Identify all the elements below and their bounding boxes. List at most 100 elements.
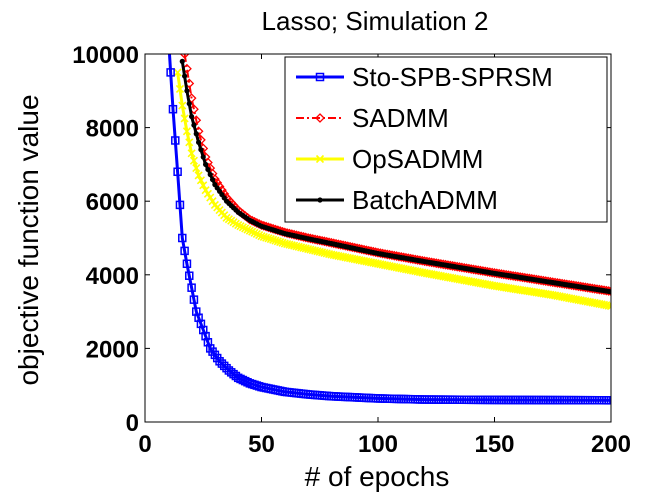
data-point bbox=[178, 101, 187, 110]
data-point bbox=[262, 233, 271, 242]
data-point bbox=[206, 193, 215, 202]
data-point bbox=[185, 138, 194, 147]
data-point bbox=[182, 73, 188, 79]
x-tick-label: 50 bbox=[248, 431, 275, 458]
data-point bbox=[199, 181, 208, 190]
data-point bbox=[604, 301, 611, 310]
x-axis-label: # of epochs bbox=[305, 461, 450, 492]
data-point bbox=[194, 313, 203, 322]
data-point bbox=[187, 283, 196, 292]
chart-title: Lasso; Simulation 2 bbox=[262, 6, 489, 36]
data-point bbox=[173, 68, 182, 77]
data-point bbox=[194, 171, 203, 180]
data-point bbox=[179, 54, 190, 59]
data-point bbox=[182, 127, 192, 136]
data-point bbox=[189, 295, 199, 304]
data-point bbox=[166, 68, 175, 77]
data-point bbox=[189, 156, 198, 165]
data-point bbox=[606, 302, 611, 311]
data-point bbox=[234, 221, 243, 230]
legend-marker bbox=[317, 197, 323, 203]
x-tick-label: 0 bbox=[138, 431, 151, 458]
data-point bbox=[245, 226, 254, 235]
data-point bbox=[193, 131, 199, 137]
series-opsadmm bbox=[173, 68, 611, 311]
plot-area-frame bbox=[144, 53, 612, 423]
data-point bbox=[192, 307, 201, 316]
legend-entry: Sto-SPB-SPRSM bbox=[296, 62, 553, 92]
data-point bbox=[248, 227, 257, 236]
y-axis-label: objective function value bbox=[13, 94, 44, 385]
x-tick-label: 100 bbox=[358, 431, 398, 458]
data-point bbox=[178, 233, 187, 243]
data-point bbox=[243, 225, 252, 234]
data-point bbox=[215, 357, 224, 366]
data-point bbox=[201, 331, 210, 341]
data-point bbox=[173, 167, 182, 177]
data-point bbox=[207, 171, 213, 178]
data-point bbox=[219, 361, 229, 371]
data-point bbox=[196, 319, 206, 329]
data-point bbox=[199, 325, 208, 335]
data-point bbox=[217, 359, 227, 368]
y-tick-label: 0 bbox=[126, 410, 139, 437]
data-point bbox=[186, 101, 192, 107]
data-point bbox=[200, 154, 206, 160]
data-point bbox=[198, 147, 204, 153]
legend-box bbox=[284, 56, 608, 223]
data-point bbox=[184, 88, 190, 94]
data-point bbox=[179, 58, 185, 64]
legend-entry: OpSADMM bbox=[296, 144, 483, 174]
data-point bbox=[266, 235, 275, 244]
data-point bbox=[255, 230, 264, 240]
y-tick-label: 10000 bbox=[72, 42, 139, 69]
data-point bbox=[238, 223, 247, 232]
data-point bbox=[203, 189, 212, 198]
data-point bbox=[171, 136, 180, 145]
data-point bbox=[205, 166, 211, 173]
data-point bbox=[208, 197, 217, 206]
y-tick-label: 8000 bbox=[86, 116, 139, 143]
data-point bbox=[269, 235, 278, 244]
data-point bbox=[182, 259, 192, 269]
data-point bbox=[185, 271, 194, 280]
y-tick-label: 2000 bbox=[86, 336, 139, 363]
legend-entry: SADMM bbox=[296, 103, 449, 133]
data-point bbox=[264, 234, 273, 243]
data-point bbox=[175, 200, 185, 210]
legend-marker bbox=[315, 72, 325, 82]
data-point bbox=[257, 232, 266, 241]
series-layer bbox=[165, 32, 611, 405]
data-point bbox=[271, 236, 280, 245]
y-tick-label: 6000 bbox=[86, 189, 139, 216]
data-point bbox=[202, 161, 209, 167]
data-point bbox=[180, 246, 189, 256]
data-point bbox=[203, 338, 213, 347]
series-sto-spb-sprsm bbox=[165, 32, 611, 405]
data-point bbox=[278, 238, 287, 247]
data-point bbox=[195, 139, 202, 145]
data-point bbox=[192, 164, 201, 173]
legend-label: OpSADMM bbox=[352, 144, 483, 174]
data-point bbox=[259, 232, 268, 241]
data-point bbox=[187, 149, 196, 158]
data-point bbox=[250, 228, 259, 237]
legend-marker bbox=[315, 154, 325, 164]
legend-label: BatchADMM bbox=[352, 185, 498, 215]
legend-marker bbox=[315, 113, 325, 123]
data-point bbox=[168, 104, 178, 114]
data-point bbox=[180, 114, 189, 123]
y-tick-label: 4000 bbox=[86, 263, 139, 290]
data-point bbox=[273, 237, 282, 246]
data-point bbox=[236, 222, 245, 231]
data-point bbox=[252, 229, 261, 239]
x-tick-label: 150 bbox=[474, 431, 514, 458]
data-point bbox=[201, 186, 210, 195]
data-point bbox=[196, 176, 205, 185]
data-point bbox=[606, 396, 611, 405]
data-point bbox=[175, 84, 185, 94]
data-point bbox=[165, 32, 172, 39]
x-tick-label: 200 bbox=[591, 431, 631, 458]
